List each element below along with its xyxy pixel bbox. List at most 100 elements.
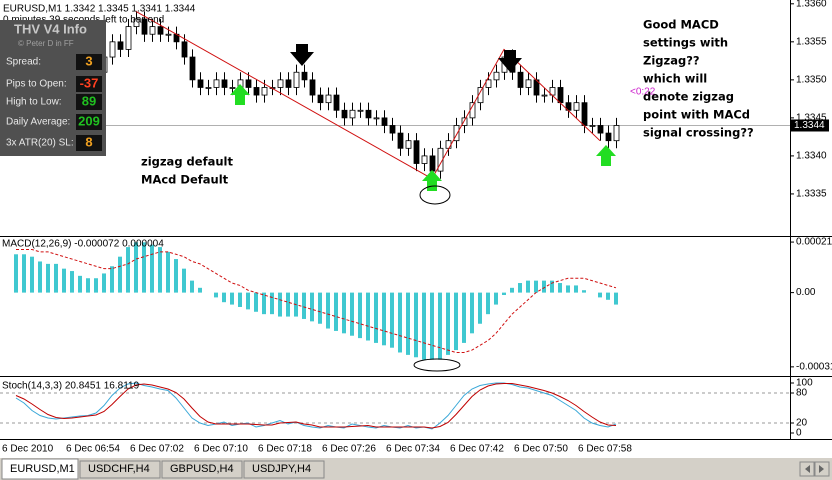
- candle-body: [117, 41, 124, 50]
- histogram-bar: [406, 292, 410, 355]
- info-value: 8: [85, 134, 92, 149]
- candle-body: [405, 140, 412, 149]
- annotations: zigzag default MAcd Default Good MACD setti…: [141, 18, 754, 187]
- countdown: <0:22: [630, 87, 656, 98]
- note-text: Zigzag??: [643, 54, 700, 68]
- x-tick-label: 6 Dec 07:50: [514, 444, 568, 455]
- candle-body: [189, 56, 196, 81]
- candle-body: [605, 132, 612, 142]
- y-tick-label: 1.3355: [796, 36, 827, 47]
- candle-body: [365, 109, 372, 119]
- candle-body: [357, 109, 364, 112]
- histogram-bar: [318, 292, 322, 324]
- histogram-bar: [502, 292, 506, 296]
- histogram-bar: [222, 292, 226, 303]
- candle-body: [149, 26, 156, 35]
- tab-label: USDJPY,H4: [252, 463, 311, 475]
- histogram-bar: [46, 263, 50, 293]
- info-value-box: [76, 135, 102, 151]
- histogram-bar: [166, 251, 170, 293]
- histogram-bar: [542, 280, 546, 293]
- candle-body: [541, 94, 548, 97]
- signal-line: [16, 248, 617, 353]
- highlight-ellipse: [413, 358, 461, 372]
- histogram-bar: [334, 292, 338, 331]
- histogram-bar: [270, 292, 274, 315]
- info-label: Spread:: [6, 57, 41, 68]
- histogram-bar: [430, 292, 434, 360]
- candle-body: [445, 140, 452, 149]
- tab[interactable]: USDJPY,H4: [243, 460, 325, 479]
- info-value-box: [76, 94, 102, 110]
- candle-body: [613, 125, 620, 142]
- histogram-bar: [574, 285, 578, 293]
- note-text: Good MACD: [643, 18, 719, 32]
- y-tick-label: -0.00031: [796, 361, 832, 372]
- histogram-bar: [518, 283, 522, 293]
- candle-body: [413, 140, 420, 164]
- y-tick-label: 0.000211: [796, 237, 832, 248]
- histogram-bar: [30, 256, 34, 293]
- histogram-bar: [94, 278, 98, 293]
- histogram-bar: [310, 292, 314, 322]
- histogram-bar: [62, 268, 66, 293]
- y-tick-label: 1.3350: [796, 74, 827, 85]
- histogram-bar: [214, 292, 218, 298]
- histogram-bar: [390, 292, 394, 348]
- candle-body: [285, 79, 292, 88]
- info-value-box: [76, 114, 102, 130]
- histogram-bar: [14, 254, 18, 293]
- info-value: -37: [80, 75, 99, 90]
- info-label: 3x ATR(20) SL:: [6, 138, 74, 149]
- tab-scroll[interactable]: [799, 461, 815, 477]
- histogram-bar: [246, 292, 250, 310]
- histogram-bar: [150, 244, 154, 293]
- x-tick-label: 6 Dec 06:54: [66, 444, 120, 455]
- candle-body: [429, 155, 436, 172]
- candle-body: [205, 87, 212, 89]
- info-credit: © Peter D in FF: [18, 39, 74, 48]
- histogram-bar: [254, 292, 258, 312]
- tab[interactable]: EURUSD,M1: [1, 458, 79, 480]
- histogram-bar: [230, 292, 234, 305]
- info-rows: Spread: 3 Pips to Open: -37 High to Low: 89 Da…: [6, 53, 102, 151]
- histogram-bar: [142, 242, 146, 293]
- candle-body: [253, 87, 260, 96]
- candle-body: [141, 18, 148, 35]
- tab[interactable]: GBPUSD,H4: [161, 460, 243, 479]
- histogram-bar: [462, 292, 466, 343]
- y-tick-label: 1.3360: [796, 0, 827, 9]
- candle-body: [277, 79, 284, 88]
- y-tick-label: 1.3335: [796, 189, 827, 200]
- signal-line: [15, 383, 617, 429]
- zigzag-line: [135, 10, 601, 180]
- up-arrow: [230, 84, 250, 105]
- note-text: MAcd Default: [141, 173, 229, 187]
- candle-body: [165, 33, 172, 36]
- candle-body: [557, 87, 564, 104]
- histogram-bar: [102, 273, 106, 293]
- histogram-bar: [614, 292, 618, 305]
- candle-body: [389, 125, 396, 134]
- tab-label: GBPUSD,H4: [170, 463, 234, 475]
- y-tick-label: 20: [796, 418, 808, 429]
- histogram-bar: [550, 280, 554, 293]
- histogram-bar: [182, 268, 186, 293]
- histogram-bar: [358, 292, 362, 339]
- histogram-bar: [118, 256, 122, 293]
- histogram-bar: [454, 292, 458, 351]
- info-value: 3: [85, 53, 92, 68]
- candle-body: [317, 94, 324, 104]
- x-tick-label: 6 Dec 07:18: [258, 444, 312, 455]
- x-tick-label: 6 Dec 07:26: [322, 444, 376, 455]
- y-tick-label: 1.3345: [796, 113, 827, 124]
- histogram-bar: [22, 254, 26, 293]
- candle-body: [197, 79, 204, 88]
- info-panel: THV V4 Info © Peter D in FF Spread: 3 Pips…: [0, 20, 106, 156]
- histogram-bar: [534, 280, 538, 293]
- main-line: [15, 382, 617, 430]
- tab-scroll[interactable]: [814, 461, 830, 477]
- tab[interactable]: USDCHF,H4: [79, 460, 161, 479]
- histogram-bar: [350, 292, 354, 336]
